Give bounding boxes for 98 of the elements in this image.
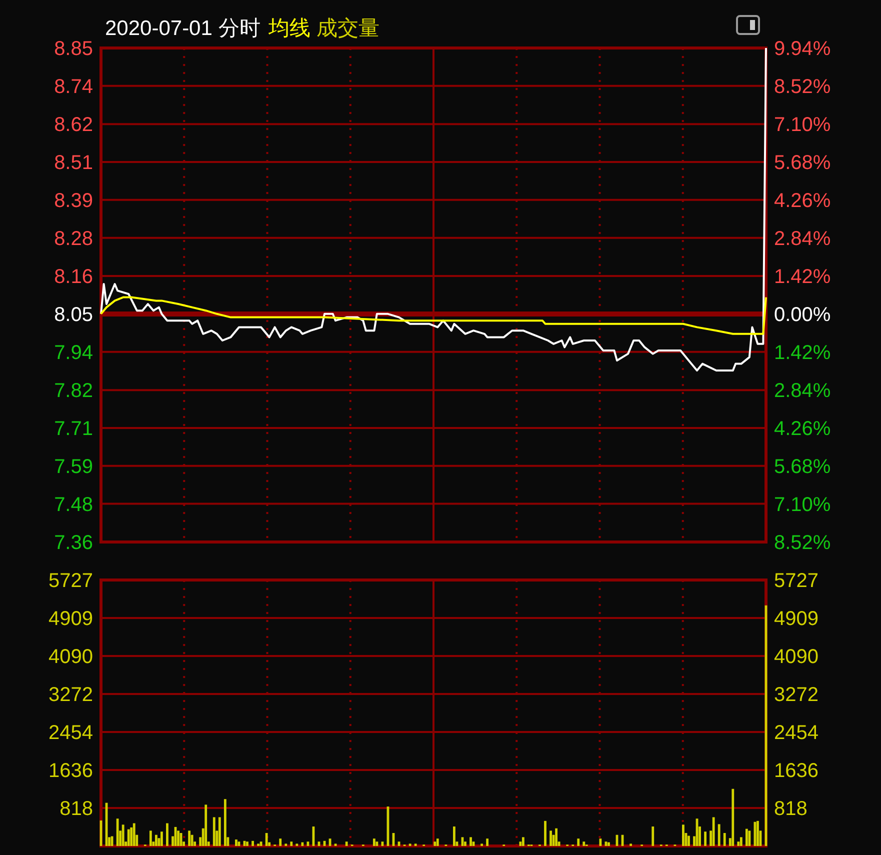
bar	[582, 842, 586, 846]
y2-tick-label: 7.10%	[774, 494, 831, 516]
bar	[652, 826, 654, 846]
y-tick-label: 8.74	[54, 76, 93, 98]
bar	[122, 824, 124, 846]
bar	[246, 842, 248, 846]
y-tick-label: 7.94	[54, 342, 93, 364]
bar	[550, 830, 552, 846]
y2-tick-label: 4909	[774, 608, 818, 630]
y-tick-label: 3272	[48, 684, 93, 706]
y2-tick-label: 3272	[774, 684, 818, 706]
bar	[376, 842, 378, 846]
y-tick-label: 8.16	[54, 266, 93, 288]
y-tick-label: 7.71	[54, 418, 93, 440]
bar	[688, 836, 690, 846]
y-tick-label: 8.62	[54, 114, 93, 136]
y2-tick-label: 5.68%	[774, 152, 831, 174]
bar	[235, 839, 238, 846]
bar	[188, 830, 190, 846]
bar	[116, 818, 119, 846]
bar	[190, 834, 194, 846]
y-tick-label: 7.82	[54, 380, 93, 402]
y-tick-label: 7.36	[54, 532, 93, 554]
bar	[204, 804, 208, 846]
bar	[345, 842, 348, 846]
bar	[434, 842, 436, 846]
bar	[544, 820, 546, 846]
bar	[252, 840, 254, 846]
bar	[166, 823, 168, 846]
y2-tick-label: 9.94%	[774, 38, 831, 60]
bar	[522, 837, 524, 846]
chart-title: 2020-07-01 分时	[105, 17, 260, 40]
bar	[149, 830, 152, 846]
y-tick-label: 8.85	[54, 38, 93, 60]
bar	[177, 830, 180, 846]
text: 均线	[267, 17, 310, 40]
y2-tick-label: 8.52%	[774, 532, 831, 554]
y-tick-label: 8.05	[54, 304, 93, 326]
bar	[290, 842, 293, 846]
bar	[732, 788, 734, 846]
bar	[712, 817, 715, 846]
bar	[599, 838, 602, 846]
bar	[212, 817, 216, 846]
bar	[555, 828, 558, 846]
y2-tick-label: 4.26%	[774, 190, 831, 212]
bar	[301, 842, 304, 846]
bar	[127, 829, 130, 846]
y2-tick-label: 8.52%	[774, 76, 831, 98]
text: 成交量	[316, 17, 380, 40]
bar	[372, 838, 376, 846]
bar	[718, 824, 720, 846]
y-tick-label: 7.48	[54, 494, 93, 516]
bar	[486, 838, 489, 846]
bar	[608, 842, 610, 846]
y2-tick-label: 4.26%	[774, 418, 831, 440]
y2-tick-label: 5.68%	[774, 456, 831, 478]
y-tick-label: 2454	[48, 722, 93, 744]
y2-tick-label: 818	[774, 798, 808, 820]
y2-tick-label: 4090	[774, 646, 818, 668]
y2-tick-label: 2.84%	[774, 228, 831, 250]
bar	[704, 832, 706, 846]
bar	[436, 838, 439, 846]
bar	[132, 823, 136, 846]
y-tick-label: 8.39	[54, 190, 93, 212]
y-tick-label: 8.28	[54, 228, 93, 250]
y2-tick-label: 0.00%	[774, 304, 831, 326]
y-tick-label: 4090	[48, 646, 93, 668]
bar	[470, 837, 472, 846]
bar	[577, 838, 580, 846]
bar	[154, 834, 158, 846]
y2-tick-label: 7.10%	[774, 114, 831, 136]
y2-tick-label: 2.84%	[774, 380, 831, 402]
line-series	[100, 47, 767, 372]
bar	[265, 832, 268, 846]
bar	[748, 830, 751, 846]
bar	[745, 828, 748, 846]
bar	[130, 827, 133, 846]
bar	[682, 824, 684, 846]
bar	[723, 832, 726, 846]
y-tick-label: 1636	[48, 760, 93, 782]
bar	[756, 820, 759, 846]
bar	[452, 826, 456, 846]
y-tick-label: 7.59	[54, 456, 93, 478]
y2-tick-label: 2454	[774, 722, 818, 744]
line-series	[100, 296, 767, 335]
y-tick-label: 4909	[48, 608, 93, 630]
y-tick-label: 818	[60, 798, 93, 820]
y2-tick-label: 1.42%	[774, 266, 831, 288]
bar	[160, 832, 163, 846]
y2-tick-label: 1636	[774, 760, 818, 782]
bar	[224, 799, 226, 846]
bar	[279, 838, 282, 846]
bar	[218, 817, 221, 846]
bar	[740, 837, 742, 846]
y2-tick-label: 5727	[774, 570, 818, 592]
y-tick-label: 5727	[48, 570, 93, 592]
y-tick-label: 8.51	[54, 152, 93, 174]
y2-tick-label: 1.42%	[774, 342, 831, 364]
